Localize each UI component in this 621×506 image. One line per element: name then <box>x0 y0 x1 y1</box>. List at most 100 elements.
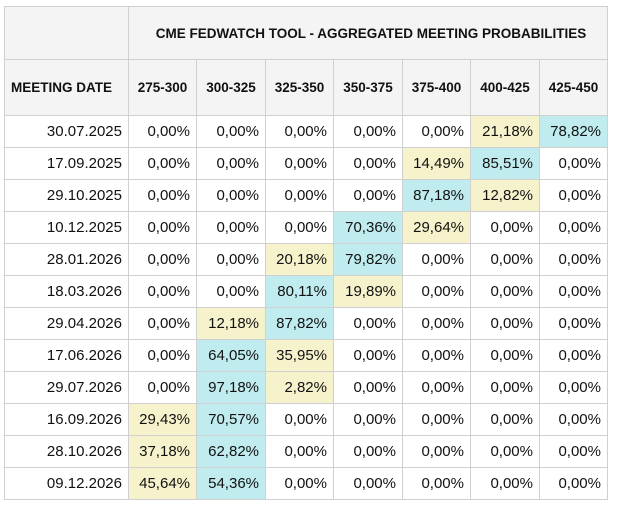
probability-cell: 0,00% <box>539 211 608 244</box>
probability-cell: 0,00% <box>128 211 197 244</box>
probability-cell: 0,00% <box>128 371 197 404</box>
table-row: 17.06.2026 0,00% 64,05% 35,95% 0,00% 0,00% 0,0… <box>4 339 608 372</box>
range-header-275-300: 275-300 <box>128 59 197 116</box>
range-header-350-375: 350-375 <box>333 59 403 116</box>
table-row: 10.12.2025 0,00% 0,00% 0,00% 70,36% 29,64% 0,0… <box>4 211 608 244</box>
probability-cell: 0,00% <box>333 435 403 468</box>
probability-cell: 0,00% <box>470 211 540 244</box>
probability-cell: 0,00% <box>265 115 334 148</box>
probability-cell: 0,00% <box>265 179 334 212</box>
probability-cell: 2,82% <box>265 371 334 404</box>
probability-cell: 14,49% <box>402 147 471 180</box>
probability-cell: 0,00% <box>333 467 403 500</box>
probability-cell: 80,11% <box>265 275 334 308</box>
meeting-date-cell: 29.04.2026 <box>4 307 129 340</box>
probability-cell: 0,00% <box>539 371 608 404</box>
probability-cell: 12,82% <box>470 179 540 212</box>
probability-cell: 54,36% <box>196 467 266 500</box>
probability-cell: 0,00% <box>128 339 197 372</box>
table-row: 17.09.2025 0,00% 0,00% 0,00% 0,00% 14,49% 85,5… <box>4 147 608 180</box>
meeting-date-cell: 29.07.2026 <box>4 371 129 404</box>
probability-cell: 0,00% <box>539 435 608 468</box>
meeting-date-cell: 28.10.2026 <box>4 435 129 468</box>
probability-cell: 0,00% <box>333 307 403 340</box>
probability-cell: 0,00% <box>470 467 540 500</box>
probability-cell: 0,00% <box>402 275 471 308</box>
probability-cell: 0,00% <box>196 115 266 148</box>
probability-cell: 79,82% <box>333 243 403 276</box>
probability-cell: 64,05% <box>196 339 266 372</box>
probability-cell: 0,00% <box>539 179 608 212</box>
probability-cell: 0,00% <box>128 179 197 212</box>
probability-cell: 0,00% <box>128 147 197 180</box>
probability-cell: 0,00% <box>265 211 334 244</box>
meeting-date-cell: 18.03.2026 <box>4 275 129 308</box>
table-body: 30.07.2025 0,00% 0,00% 0,00% 0,00% 0,00% 21,18… <box>4 115 608 500</box>
probability-cell: 29,43% <box>128 403 197 436</box>
probability-cell: 85,51% <box>470 147 540 180</box>
table-row: 29.10.2025 0,00% 0,00% 0,00% 0,00% 87,18% 12,8… <box>4 179 608 212</box>
probability-cell: 0,00% <box>470 371 540 404</box>
table-title: CME FEDWATCH TOOL - AGGREGATED MEETING P… <box>128 6 608 60</box>
probability-cell: 0,00% <box>265 147 334 180</box>
probability-cell: 0,00% <box>333 371 403 404</box>
table-row: 16.09.2026 29,43% 70,57% 0,00% 0,00% 0,00% 0,0… <box>4 403 608 436</box>
probability-cell: 0,00% <box>470 243 540 276</box>
probability-cell: 35,95% <box>265 339 334 372</box>
probability-cell: 0,00% <box>402 339 471 372</box>
range-header-300-325: 300-325 <box>196 59 266 116</box>
probability-cell: 0,00% <box>402 371 471 404</box>
probability-cell: 0,00% <box>265 467 334 500</box>
probability-cell: 0,00% <box>470 403 540 436</box>
probability-cell: 0,00% <box>402 307 471 340</box>
probability-cell: 0,00% <box>128 243 197 276</box>
probability-cell: 29,64% <box>402 211 471 244</box>
probability-cell: 87,82% <box>265 307 334 340</box>
probability-cell: 97,18% <box>196 371 266 404</box>
probability-cell: 62,82% <box>196 435 266 468</box>
probability-cell: 70,57% <box>196 403 266 436</box>
probability-cell: 0,00% <box>333 115 403 148</box>
table-row: 09.12.2026 45,64% 54,36% 0,00% 0,00% 0,00% 0,0… <box>4 467 608 500</box>
meeting-date-cell: 28.01.2026 <box>4 243 129 276</box>
probability-cell: 19,89% <box>333 275 403 308</box>
probability-cell: 0,00% <box>333 403 403 436</box>
probability-cell: 78,82% <box>539 115 608 148</box>
meeting-date-cell: 29.10.2025 <box>4 179 129 212</box>
probability-cell: 45,64% <box>128 467 197 500</box>
probability-cell: 0,00% <box>470 275 540 308</box>
meeting-date-cell: 16.09.2026 <box>4 403 129 436</box>
probability-cell: 0,00% <box>539 147 608 180</box>
meeting-date-header: MEETING DATE <box>4 59 129 116</box>
table-row: 28.10.2026 37,18% 62,82% 0,00% 0,00% 0,00% 0,0… <box>4 435 608 468</box>
table-row: 29.04.2026 0,00% 12,18% 87,82% 0,00% 0,00% 0,0… <box>4 307 608 340</box>
probability-cell: 0,00% <box>128 115 197 148</box>
meeting-date-cell: 30.07.2025 <box>4 115 129 148</box>
table-row: 30.07.2025 0,00% 0,00% 0,00% 0,00% 0,00% 21,18… <box>4 115 608 148</box>
probability-cell: 0,00% <box>196 179 266 212</box>
probability-cell: 0,00% <box>333 147 403 180</box>
range-header-325-350: 325-350 <box>265 59 334 116</box>
probabilities-table: CME FEDWATCH TOOL - AGGREGATED MEETING P… <box>4 6 608 500</box>
probability-cell: 0,00% <box>265 403 334 436</box>
meeting-date-cell: 17.06.2026 <box>4 339 129 372</box>
probability-cell: 70,36% <box>333 211 403 244</box>
probability-cell: 0,00% <box>539 467 608 500</box>
meeting-date-cell: 09.12.2026 <box>4 467 129 500</box>
probability-cell: 0,00% <box>539 275 608 308</box>
probability-cell: 87,18% <box>402 179 471 212</box>
table-row: 28.01.2026 0,00% 0,00% 20,18% 79,82% 0,00% 0,0… <box>4 243 608 276</box>
table-row: 18.03.2026 0,00% 0,00% 80,11% 19,89% 0,00% 0,0… <box>4 275 608 308</box>
probability-cell: 0,00% <box>128 307 197 340</box>
probability-cell: 0,00% <box>470 339 540 372</box>
probability-cell: 0,00% <box>470 307 540 340</box>
probability-cell: 0,00% <box>539 243 608 276</box>
table-row: 29.07.2026 0,00% 97,18% 2,82% 0,00% 0,00% 0,00… <box>4 371 608 404</box>
probability-cell: 0,00% <box>402 435 471 468</box>
probability-cell: 0,00% <box>333 339 403 372</box>
probability-cell: 21,18% <box>470 115 540 148</box>
probability-cell: 20,18% <box>265 243 334 276</box>
probability-cell: 0,00% <box>539 339 608 372</box>
probability-cell: 0,00% <box>196 211 266 244</box>
probability-cell: 0,00% <box>402 115 471 148</box>
